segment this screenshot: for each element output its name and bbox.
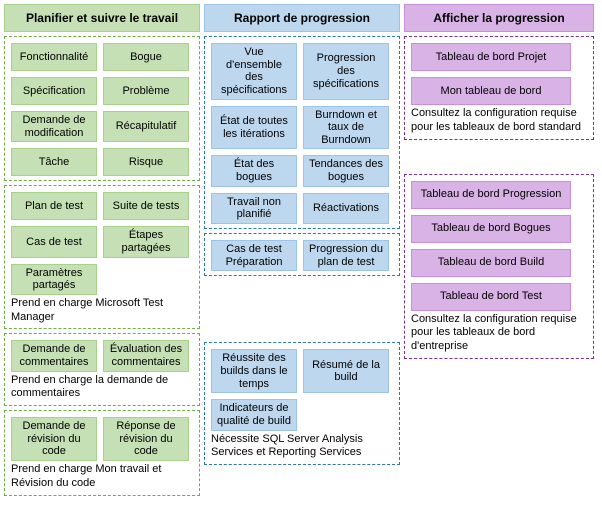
item: Tâche (11, 148, 97, 176)
item: Spécification (11, 77, 97, 105)
item: Tableau de bord Build (411, 249, 571, 277)
group-note: Consultez la configuration requise pour … (411, 105, 587, 135)
item: Tableau de bord Bogues (411, 215, 571, 243)
group-items: Demande de commentairesÉvaluation des co… (11, 340, 193, 371)
diagram-root: Planifier et suivre le travail Fonctionna… (4, 4, 598, 496)
item: Demande de révision du code (11, 417, 97, 461)
group-items: Plan de testSuite de testsCas de testÉta… (11, 192, 193, 295)
item: Tableau de bord Projet (411, 43, 571, 71)
group-items: Cas de test PréparationProgression du pl… (211, 240, 393, 271)
group-note: Consultez la configuration requise pour … (411, 311, 587, 354)
item: Cas de test Préparation (211, 240, 297, 271)
item: Réussite des builds dans le temps (211, 349, 297, 393)
column-header-display: Afficher la progression (404, 4, 594, 32)
group-report-3: Réussite des builds dans le tempsRésumé … (204, 342, 400, 465)
item: Cas de test (11, 226, 97, 257)
column-header-plan: Planifier et suivre le travail (4, 4, 200, 32)
item: Plan de test (11, 192, 97, 220)
group-plan-1: Plan de testSuite de testsCas de testÉta… (4, 185, 200, 329)
group-display-0: Tableau de bord Projet Mon tableau de bor… (404, 36, 594, 140)
group-plan-3: Demande de révision du codeRéponse de ré… (4, 410, 200, 495)
item: Indicateurs de qualité de build (211, 399, 297, 430)
item: Suite de tests (103, 192, 189, 220)
group-items: Tableau de bord Progression Tableau de bo… (411, 181, 587, 311)
group-report-0: Vue d'ensemble des spécificationsProgres… (204, 36, 400, 229)
group-note: Prend en charge Microsoft Test Manager (11, 295, 193, 325)
item: Vue d'ensemble des spécifications (211, 43, 297, 100)
item: Tendances des bogues (303, 155, 389, 186)
item: Progression des spécifications (303, 43, 389, 100)
group-note: Prend en charge Mon travail et Révision … (11, 461, 193, 491)
item: Travail non planifié (211, 193, 297, 224)
item: Risque (103, 148, 189, 176)
item: Demande de modification (11, 111, 97, 142)
item: Étapes partagées (103, 226, 189, 257)
item: Paramètres partagés (11, 264, 97, 295)
item: Évaluation des commentaires (103, 340, 189, 371)
column-plan: Planifier et suivre le travail Fonctionna… (4, 4, 200, 496)
spacer (204, 276, 400, 338)
group-items: FonctionnalitéBogueSpécificationProblème… (11, 43, 193, 176)
item: Réponse de révision du code (103, 417, 189, 461)
item: Tableau de bord Test (411, 283, 571, 311)
item: Tableau de bord Progression (411, 181, 571, 209)
column-header-report: Rapport de progression (204, 4, 400, 32)
column-display: Afficher la progression Tableau de bord P… (404, 4, 594, 496)
group-report-1: Cas de test PréparationProgression du pl… (204, 233, 400, 276)
item: Résumé de la build (303, 349, 389, 393)
group-items: Tableau de bord Projet Mon tableau de bor… (411, 43, 587, 105)
item: Fonctionnalité (11, 43, 97, 71)
group-items: Vue d'ensemble des spécificationsProgres… (211, 43, 393, 224)
group-items: Demande de révision du codeRéponse de ré… (11, 417, 193, 461)
group-plan-2: Demande de commentairesÉvaluation des co… (4, 333, 200, 406)
item: Réactivations (303, 193, 389, 224)
spacer (404, 140, 594, 170)
group-items: Réussite des builds dans le tempsRésumé … (211, 349, 393, 430)
item: Récapitulatif (103, 111, 189, 142)
item: Burndown et taux de Burndown (303, 106, 389, 150)
item: Mon tableau de bord (411, 77, 571, 105)
group-note: Prend en charge la demande de commentair… (11, 372, 193, 402)
item: Bogue (103, 43, 189, 71)
item: Progression du plan de test (303, 240, 389, 271)
group-plan-0: FonctionnalitéBogueSpécificationProblème… (4, 36, 200, 181)
item: État de toutes les itérations (211, 106, 297, 150)
group-display-2: Tableau de bord Progression Tableau de bo… (404, 174, 594, 359)
item: Demande de commentaires (11, 340, 97, 371)
column-report: Rapport de progression Vue d'ensemble des… (204, 4, 400, 496)
group-note: Nécessite SQL Server Analysis Services e… (211, 431, 393, 461)
item: État des bogues (211, 155, 297, 186)
item: Problème (103, 77, 189, 105)
